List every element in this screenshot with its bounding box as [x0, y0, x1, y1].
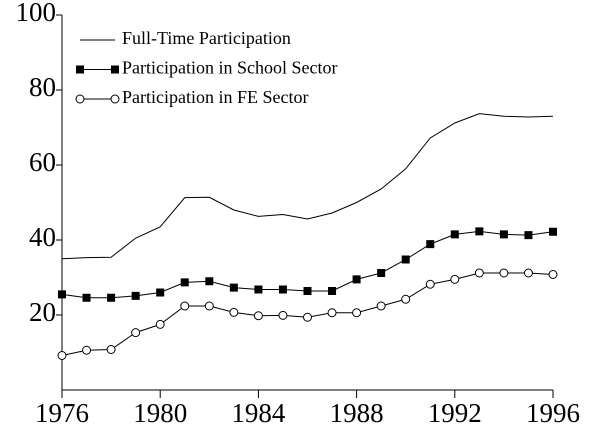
marker: [401, 255, 410, 264]
marker: [82, 293, 91, 302]
marker: [57, 351, 67, 360]
marker: [327, 308, 337, 318]
marker: [155, 319, 165, 329]
x-tick-label: 1988: [330, 398, 384, 428]
x-tick-label: 1984: [231, 398, 286, 428]
marker: [328, 287, 337, 295]
marker: [278, 285, 287, 294]
marker: [352, 275, 361, 284]
marker: [229, 307, 239, 317]
marker: [75, 94, 85, 104]
legend-label: Participation in School Sector: [122, 58, 337, 78]
marker: [254, 285, 263, 294]
marker: [474, 268, 484, 278]
marker: [352, 308, 362, 318]
series-line: [61, 113, 554, 260]
x-tick-label: 1996: [526, 398, 580, 428]
x-tick-label: 1976: [35, 398, 89, 428]
marker: [499, 268, 509, 278]
marker: [475, 227, 484, 236]
marker: [401, 294, 411, 304]
marker: [377, 269, 386, 277]
marker: [110, 94, 120, 104]
marker: [425, 279, 435, 289]
marker: [76, 65, 84, 74]
marker: [524, 231, 533, 240]
marker: [156, 288, 165, 297]
marker: [180, 278, 189, 287]
marker: [131, 291, 140, 300]
marker: [303, 287, 312, 295]
marker: [131, 328, 141, 338]
marker: [523, 268, 533, 278]
y-tick-label: 20: [29, 297, 56, 327]
marker: [549, 227, 557, 236]
marker: [111, 65, 119, 74]
marker: [426, 240, 435, 249]
legend-label: Participation in FE Sector: [122, 87, 308, 107]
marker: [204, 301, 214, 311]
marker: [376, 301, 386, 311]
marker: [253, 311, 263, 321]
y-tick-label: 40: [29, 222, 56, 252]
marker: [58, 290, 66, 299]
marker: [499, 230, 508, 239]
y-tick-label: 100: [16, 0, 57, 27]
marker: [106, 345, 116, 354]
marker: [180, 301, 190, 311]
marker: [107, 293, 116, 302]
marker: [82, 345, 92, 355]
y-tick-label: 60: [29, 147, 56, 177]
x-tick-label: 1992: [428, 398, 482, 428]
marker: [278, 310, 288, 320]
marker: [303, 312, 312, 322]
x-tick-label: 1980: [133, 398, 187, 428]
legend-label: Full-Time Participation: [122, 28, 291, 48]
marker: [450, 230, 459, 239]
y-tick-label: 80: [29, 72, 56, 102]
marker: [450, 274, 460, 284]
marker: [229, 283, 238, 292]
marker: [205, 277, 214, 286]
marker: [548, 270, 558, 279]
